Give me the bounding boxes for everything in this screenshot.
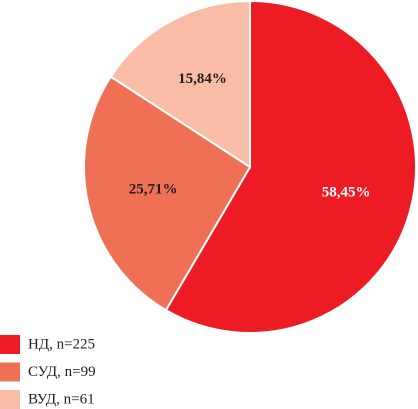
pie-slice [109,0,251,169]
legend-label: ВУД, n=61 [28,391,95,407]
legend-label: СУД, n=99 [28,364,96,380]
pie-slice [83,75,252,312]
value-label: 15,84% [178,71,227,87]
legend-swatch [0,335,20,354]
pie-slice [164,0,417,334]
legend-swatch [0,362,20,382]
value-label: 25,71% [129,181,178,197]
legend-swatch [0,390,20,409]
legend-label: НД, n=225 [28,336,95,352]
value-label: 58,45% [322,185,371,201]
